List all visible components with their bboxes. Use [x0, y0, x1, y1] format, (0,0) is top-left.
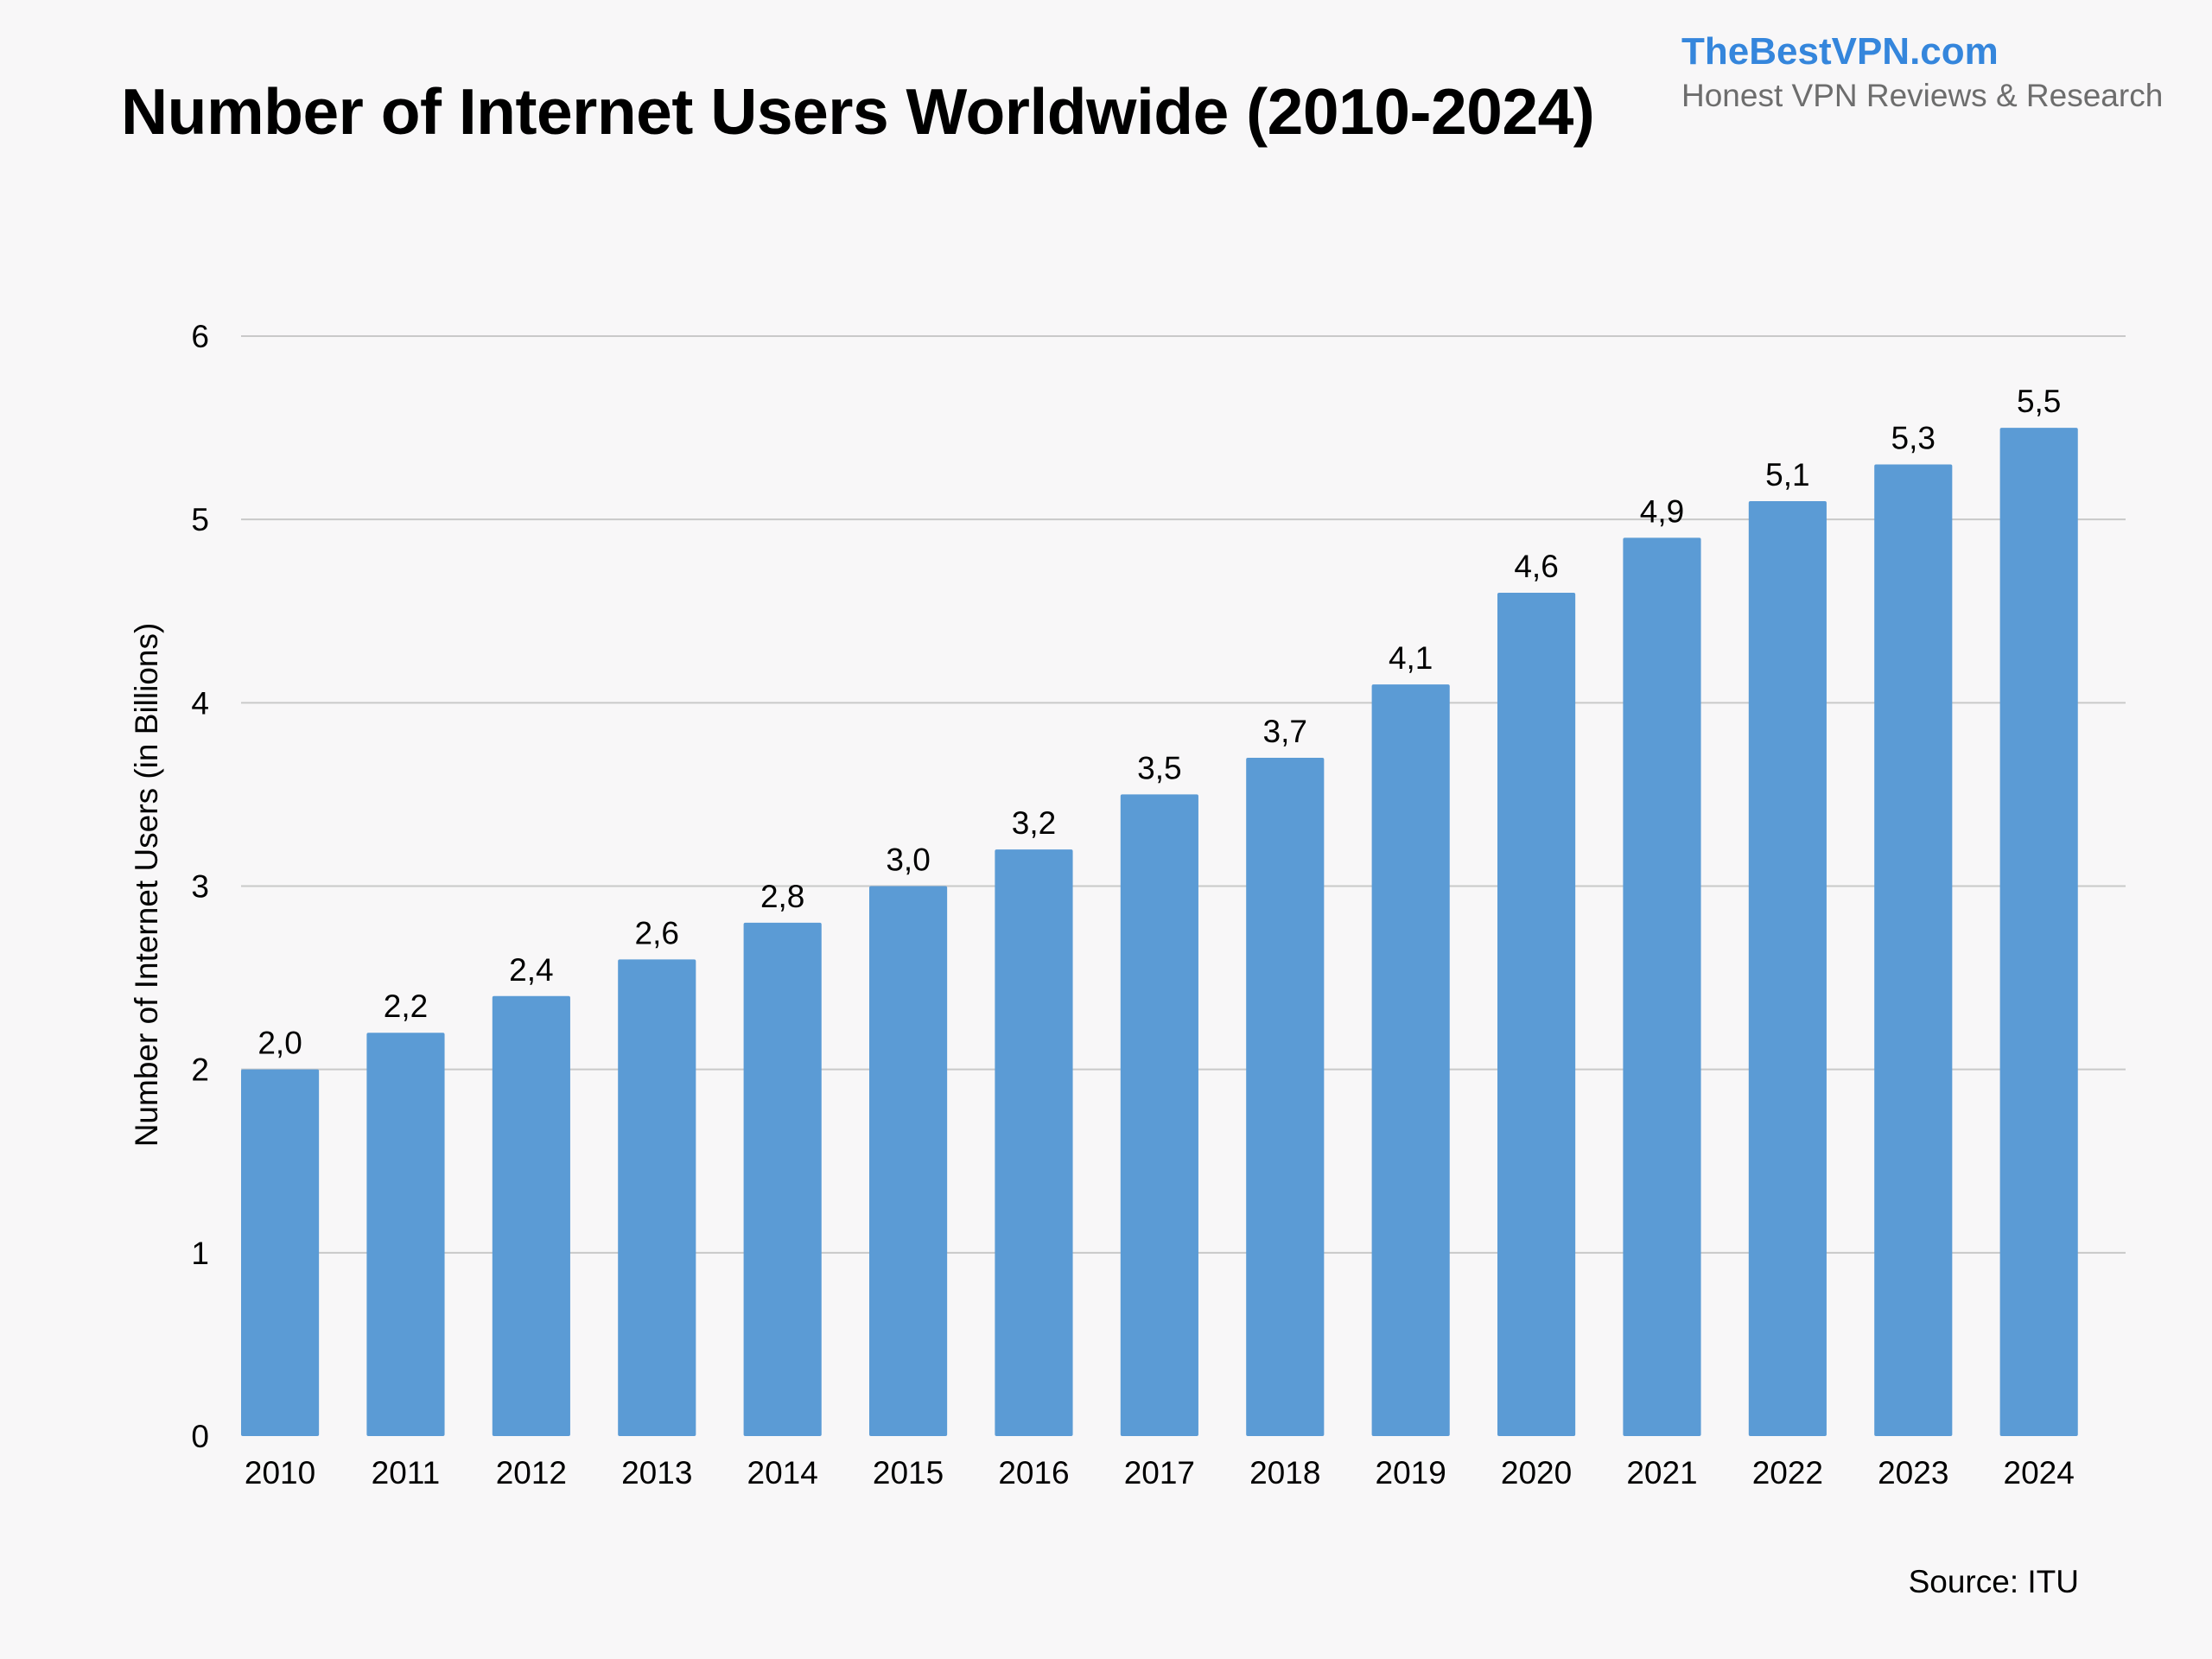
data-label: 3,2 [1012, 805, 1056, 841]
bars [241, 428, 2078, 1437]
x-tick-label: 2012 [496, 1455, 567, 1491]
data-label: 3,7 [1263, 714, 1307, 749]
bar-2017 [1120, 794, 1198, 1436]
bar-2015 [869, 886, 948, 1436]
data-label: 5,5 [2017, 384, 2061, 419]
x-tick-label: 2013 [621, 1455, 692, 1491]
bar-2014 [743, 922, 822, 1436]
data-label: 5,3 [1891, 421, 1936, 456]
brand-name[interactable]: TheBestVPN.com [1681, 30, 1999, 73]
y-tick-label: 5 [191, 502, 209, 537]
x-tick-label: 2022 [1752, 1455, 1823, 1491]
bar-2023 [1874, 464, 1953, 1437]
data-label: 2,2 [384, 988, 428, 1024]
data-label: 2,0 [257, 1026, 302, 1061]
y-tick-label: 0 [191, 1419, 209, 1454]
bar-2020 [1497, 593, 1576, 1436]
y-tick-label: 4 [191, 685, 209, 721]
x-tick-label: 2015 [873, 1455, 944, 1491]
bar-2010 [241, 1069, 320, 1436]
data-label: 4,9 [1640, 493, 1684, 529]
data-label: 3,5 [1137, 750, 1181, 785]
brand-logo[interactable]: TheBestVPN.com Honest VPN Reviews & Rese… [1681, 28, 2163, 116]
bar-2022 [1748, 500, 1827, 1437]
x-axis-ticks: 2010 2011 2012 2013 2014 2015 2016 2017 2018 2019… [245, 1455, 2075, 1491]
y-tick-label: 6 [191, 319, 209, 354]
bar-2021 [1623, 537, 1701, 1437]
bar-2016 [995, 849, 1073, 1436]
source-note: Source: ITU [1908, 1564, 2079, 1599]
bar-2012 [492, 995, 570, 1436]
bar-2018 [1246, 757, 1325, 1436]
x-tick-label: 2016 [998, 1455, 1069, 1491]
x-tick-label: 2023 [1878, 1455, 1948, 1491]
x-tick-label: 2011 [372, 1455, 441, 1491]
bar-2013 [618, 959, 696, 1436]
x-tick-label: 2010 [245, 1455, 315, 1491]
brand-tagline: Honest VPN Reviews & Research [1681, 78, 2164, 113]
y-axis-ticks: 0 1 2 3 4 5 6 [191, 319, 209, 1454]
data-label: 2,8 [760, 879, 804, 914]
data-label: 3,0 [886, 842, 930, 878]
y-tick-label: 2 [191, 1052, 209, 1088]
bar-2024 [1999, 428, 2078, 1436]
data-label: 5,1 [1765, 457, 1809, 493]
y-axis-label: Number of Internet Users (in Billions) [129, 623, 164, 1147]
x-tick-label: 2017 [1124, 1455, 1195, 1491]
y-tick-label: 1 [191, 1236, 209, 1271]
x-tick-label: 2020 [1501, 1455, 1572, 1491]
x-tick-label: 2019 [1376, 1455, 1446, 1491]
data-labels: 2,0 2,2 2,4 2,6 2,8 3,0 3,2 3,5 3,7 4,1 4,6 4,9 5,1 5… [257, 384, 2061, 1061]
data-label: 4,6 [1514, 549, 1558, 584]
bar-2011 [366, 1033, 445, 1436]
x-tick-label: 2024 [2004, 1455, 2075, 1491]
data-label: 2,6 [635, 915, 679, 950]
data-label: 4,1 [1389, 640, 1433, 676]
x-tick-label: 2018 [1249, 1455, 1320, 1491]
x-tick-label: 2014 [747, 1455, 818, 1491]
y-tick-label: 3 [191, 869, 209, 905]
chart-title: Number of Internet Users Worldwide (2010… [121, 75, 1595, 148]
bar-2019 [1371, 684, 1450, 1436]
data-label: 2,4 [509, 952, 553, 988]
x-tick-label: 2021 [1626, 1455, 1697, 1491]
